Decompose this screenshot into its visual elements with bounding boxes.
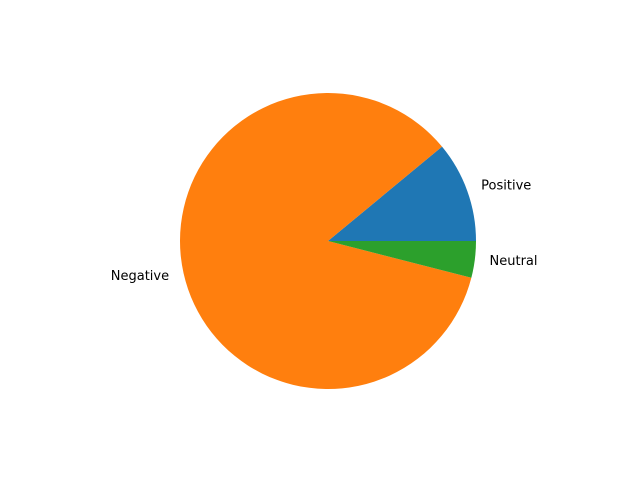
pie-slices [180, 93, 476, 390]
pie-label-neutral: Neutral [490, 254, 538, 269]
pie-label-positive: Positive [481, 178, 531, 193]
pie-slice-negative [180, 93, 472, 390]
pie-labels: Positive Negative Neutral [111, 178, 538, 284]
pie-slice-neutral [328, 241, 476, 278]
pie-label-negative: Negative [111, 269, 169, 284]
pie-slice-positive [328, 146, 476, 241]
